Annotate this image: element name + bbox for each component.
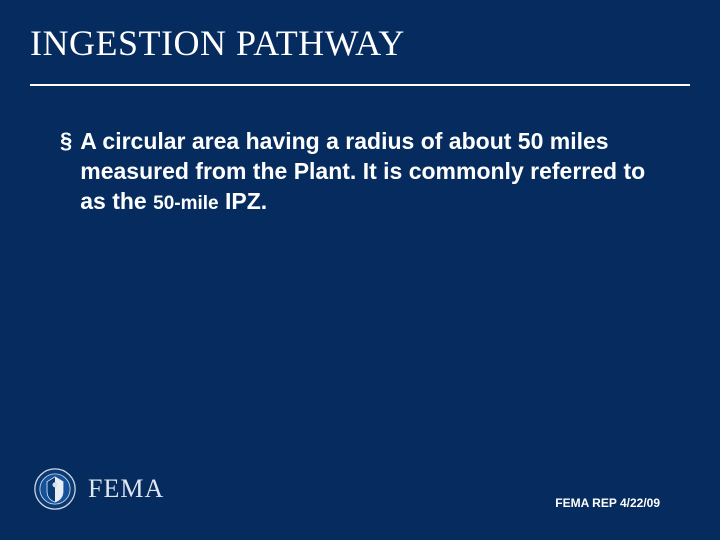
footer-logo: FEMA xyxy=(34,468,164,510)
fema-wordmark: FEMA xyxy=(88,474,164,504)
title-region: INGESTION PATHWAY xyxy=(0,0,720,74)
body-region: § A circular area having a radius of abo… xyxy=(0,86,720,219)
footer-note: FEMA REP 4/22/09 xyxy=(555,496,660,510)
bullet-text-small: 50-mile xyxy=(153,193,218,214)
bullet-item: § A circular area having a radius of abo… xyxy=(60,126,660,219)
slide-title: INGESTION PATHWAY xyxy=(30,22,690,64)
dhs-seal-icon xyxy=(34,468,76,510)
bullet-text-post: IPZ. xyxy=(219,188,268,214)
bullet-text: A circular area having a radius of about… xyxy=(80,126,660,219)
bullet-marker: § xyxy=(60,126,72,156)
